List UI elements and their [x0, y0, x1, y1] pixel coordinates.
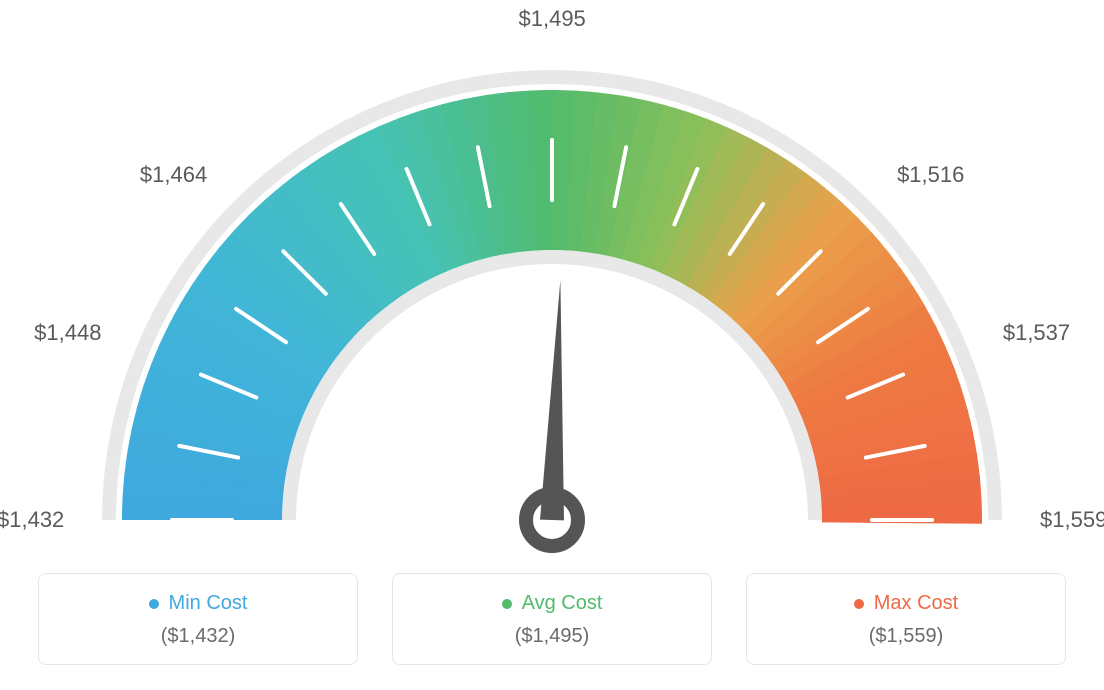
gauge-tick-label: $1,537 [1003, 320, 1070, 346]
min-cost-label: Min Cost [169, 592, 248, 615]
avg-cost-label: Avg Cost [522, 592, 603, 615]
avg-cost-title: Avg Cost [502, 592, 603, 615]
max-cost-label: Max Cost [874, 592, 958, 615]
avg-cost-value: ($1,495) [421, 625, 683, 648]
summary-cards: Min Cost ($1,432) Avg Cost ($1,495) Max … [0, 573, 1104, 665]
min-cost-card: Min Cost ($1,432) [38, 573, 358, 665]
gauge-tick-label: $1,448 [34, 320, 101, 346]
max-cost-card: Max Cost ($1,559) [746, 573, 1066, 665]
max-cost-value: ($1,559) [775, 625, 1037, 648]
gauge-chart [52, 40, 1052, 580]
avg-cost-card: Avg Cost ($1,495) [392, 573, 712, 665]
min-cost-value: ($1,432) [67, 625, 329, 648]
max-cost-title: Max Cost [854, 592, 958, 615]
min-cost-title: Min Cost [149, 592, 248, 615]
max-cost-dot [854, 599, 864, 609]
gauge-tick-label: $1,464 [140, 162, 207, 188]
avg-cost-dot [502, 599, 512, 609]
gauge-tick-label: $1,432 [0, 507, 64, 533]
gauge-container: $1,432 $1,448 $1,464 $1,495 $1,516 $1,537 $1,5… [0, 0, 1104, 560]
min-cost-dot [149, 599, 159, 609]
gauge-tick-label: $1,559 [1040, 507, 1104, 533]
gauge-tick-label: $1,495 [519, 6, 586, 32]
gauge-tick-label: $1,516 [897, 162, 964, 188]
